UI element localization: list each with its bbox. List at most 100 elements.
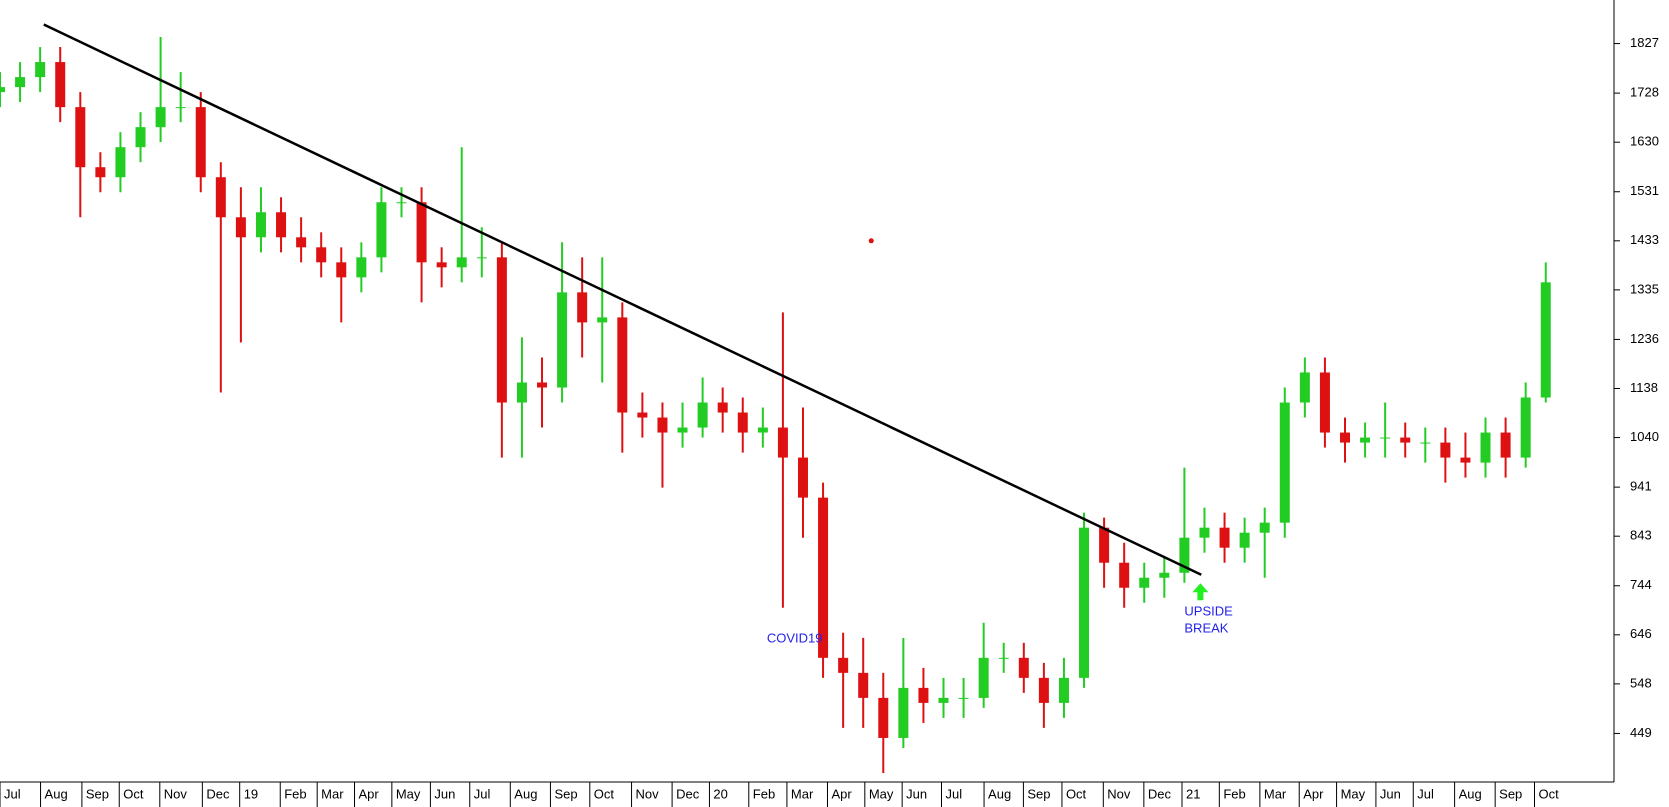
x-tick-label: Jun (906, 786, 927, 801)
x-tick-label: 21 (1186, 786, 1200, 801)
candle-body (1159, 572, 1170, 578)
y-tick-label: 1236 (1630, 331, 1659, 346)
x-tick-label: Apr (1303, 786, 1324, 801)
x-tick-label: Oct (123, 786, 144, 801)
candle-body (637, 412, 648, 418)
x-tick-label: Dec (206, 786, 230, 801)
x-tick-label: Jul (946, 786, 963, 801)
candle-body (456, 257, 467, 268)
candle-body (1480, 432, 1491, 463)
candle-body (1400, 437, 1411, 443)
candle-body (496, 257, 507, 403)
candle-body (1018, 657, 1029, 678)
x-tick-label: Dec (1148, 786, 1172, 801)
marker (868, 238, 874, 244)
y-tick-label: 1827 (1630, 35, 1659, 50)
x-tick-label: May (396, 786, 421, 801)
candle-body (757, 427, 768, 433)
candle-body (1319, 372, 1330, 433)
arrow (1192, 583, 1209, 601)
candle-body (998, 657, 1009, 659)
candle-body (537, 382, 548, 388)
candle-body (1099, 527, 1110, 563)
candle-body (898, 687, 909, 738)
x-tick-label: 19 (244, 786, 258, 801)
candle-body (1500, 432, 1511, 458)
candle-body (336, 262, 347, 278)
y-tick-label: 1335 (1630, 281, 1659, 296)
candle-body (1139, 577, 1150, 588)
candle-body (838, 657, 849, 673)
candle-body (1038, 677, 1049, 703)
candle-body (1279, 402, 1290, 523)
candle-body (577, 292, 588, 323)
candle-body (396, 202, 407, 204)
x-tick-label: Mar (321, 786, 344, 801)
candle-body (617, 317, 628, 413)
x-tick-label: Oct (1066, 786, 1087, 801)
candle-body (657, 417, 668, 433)
x-tick-label: May (869, 786, 894, 801)
x-tick-label: Jul (1417, 786, 1434, 801)
candle-body (75, 107, 86, 168)
candle-body (376, 202, 387, 258)
y-tick-label: 1728 (1630, 85, 1659, 100)
x-tick-label: Nov (164, 786, 188, 801)
candle-body (1119, 562, 1130, 588)
x-tick-label: Sep (554, 786, 577, 801)
candle-body (858, 672, 869, 698)
candle-body (15, 77, 26, 88)
y-tick-label: 548 (1630, 675, 1652, 690)
candle-body (1179, 537, 1190, 573)
x-tick-label: Sep (1499, 786, 1522, 801)
x-tick-label: Aug (514, 786, 537, 801)
candle-body (1259, 522, 1270, 533)
candle-body (777, 427, 788, 458)
x-tick-label: Apr (359, 786, 380, 801)
candle-body (958, 697, 969, 699)
candle-body (557, 292, 568, 388)
candle-body (1299, 372, 1310, 403)
x-tick-label: Nov (636, 786, 660, 801)
candle-body (276, 212, 287, 238)
candle-body (717, 402, 728, 413)
x-tick-label: Sep (1027, 786, 1050, 801)
x-tick-label: Feb (284, 786, 306, 801)
candle-body (878, 697, 889, 738)
y-tick-label: 646 (1630, 626, 1652, 641)
candle-body (1219, 527, 1230, 548)
candle-body (818, 497, 829, 658)
candle-body (436, 262, 447, 268)
y-tick-label: 1040 (1630, 429, 1659, 444)
candle-body (1340, 432, 1350, 443)
candle-body (597, 317, 608, 323)
candle-body (95, 167, 106, 178)
x-tick-label: May (1341, 786, 1366, 801)
x-tick-label: Jun (1380, 786, 1401, 801)
candle-body (195, 107, 206, 178)
y-tick-label: 941 (1630, 479, 1652, 494)
candle-body (0, 87, 5, 93)
x-tick-label: Nov (1107, 786, 1131, 801)
candle-body (797, 457, 808, 498)
candle-body (215, 177, 226, 218)
x-tick-label: Jul (4, 786, 21, 801)
x-tick-label: Oct (1539, 786, 1560, 801)
candle-body (1420, 442, 1431, 444)
x-tick-label: Mar (1264, 786, 1287, 801)
x-tick-label: Sep (86, 786, 109, 801)
annotation: BREAK (1184, 621, 1228, 636)
x-tick-label: Oct (594, 786, 615, 801)
x-tick-label: Dec (676, 786, 700, 801)
candle-body (55, 62, 66, 108)
candle-body (697, 402, 708, 428)
x-tick-label: Feb (753, 786, 775, 801)
trendline (43, 23, 1202, 576)
candle-body (1239, 532, 1250, 548)
x-tick-label: Jun (434, 786, 455, 801)
candle-body (1360, 437, 1371, 443)
y-tick-label: 1433 (1630, 232, 1659, 247)
candle-body (476, 257, 487, 259)
